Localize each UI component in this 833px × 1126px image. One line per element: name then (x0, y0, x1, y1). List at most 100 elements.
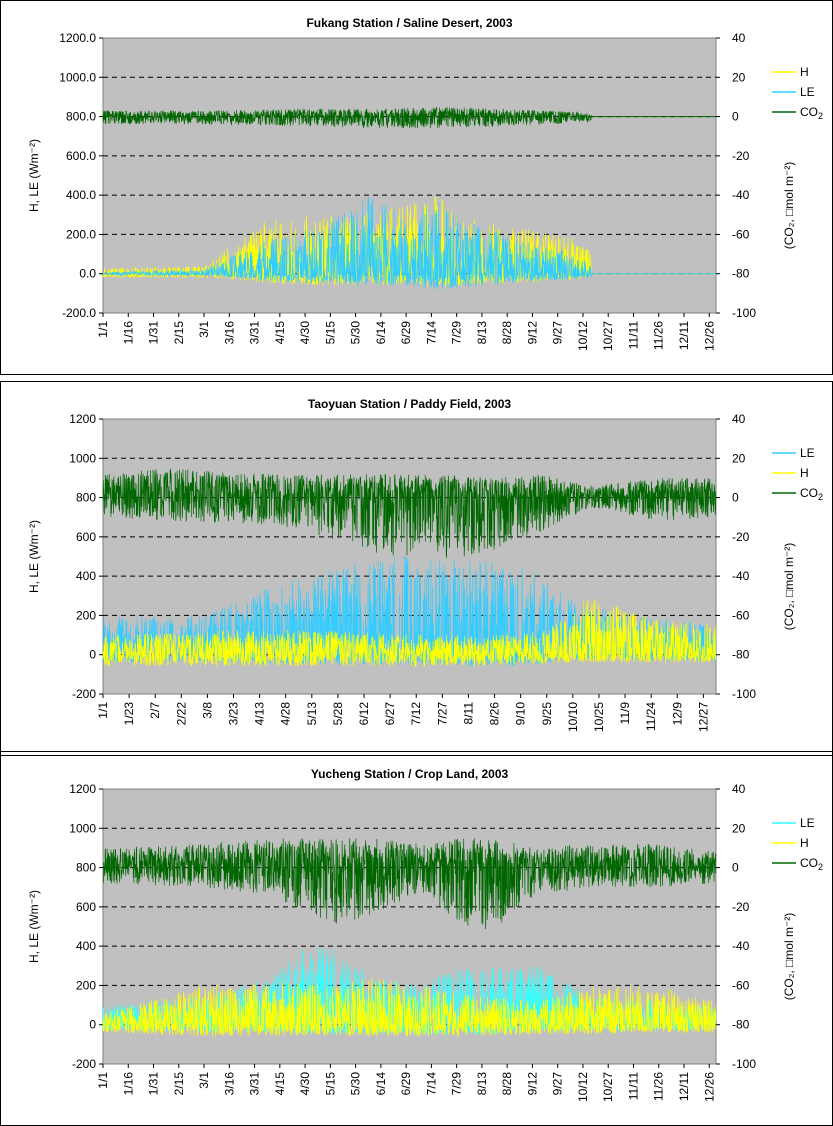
x-tick-label: 12/26 (702, 321, 716, 351)
legend-label: LE (800, 446, 815, 460)
y2-axis-title: (CO₂, □mol m⁻²) (782, 543, 796, 631)
x-tick-label: 9/10 (514, 702, 528, 726)
x-tick-label: 11/26 (652, 321, 666, 350)
y2-axis-title: (CO₂, □mol m⁻²) (782, 162, 796, 250)
x-tick-label: 1/1 (96, 1072, 110, 1089)
chart-title: Taoyuan Station / Paddy Field, 2003 (308, 397, 511, 411)
legend-label: H (800, 65, 809, 79)
legend-label: CO2 (800, 105, 823, 121)
legend-label: LE (800, 816, 815, 830)
x-tick-label: 3/8 (200, 702, 214, 719)
x-tick-label: 5/30 (349, 1072, 363, 1096)
x-tick-label: 8/11 (461, 702, 475, 725)
y-tick-label: 1200.0 (59, 31, 96, 45)
y2-tick-label: -20 (732, 530, 750, 544)
y-tick-label: -200.0 (62, 306, 96, 320)
series-line-co2 (102, 468, 717, 558)
x-tick-label: 4/15 (273, 321, 287, 345)
y2-tick-label: -60 (732, 608, 750, 622)
y-tick-label: 800 (76, 861, 96, 875)
x-tick-label: 1/31 (147, 321, 161, 345)
y-tick-label: 600 (76, 900, 96, 914)
y-tick-label: -200 (72, 687, 96, 701)
series-co2 (102, 106, 716, 129)
y2-tick-label: -40 (732, 569, 750, 583)
y2-tick-label: 40 (732, 782, 746, 796)
series-h (102, 598, 717, 668)
x-tick-label: 9/12 (525, 1072, 539, 1096)
y2-tick-label: 0 (732, 491, 739, 505)
x-tick-label: 11/24 (644, 702, 658, 731)
y2-tick-label: 20 (732, 70, 746, 84)
series-line-h (102, 978, 717, 1037)
series-co2 (102, 838, 717, 930)
x-tick-label: 6/12 (357, 702, 371, 726)
legend-label: CO2 (800, 856, 823, 872)
x-tick-label: 5/15 (323, 321, 337, 345)
x-tick-label: 9/12 (525, 321, 539, 345)
chart-panel-fukang: Fukang Station / Saline Desert, 2003 -200… (0, 0, 833, 375)
y2-tick-label: 0 (732, 110, 739, 124)
y-tick-label: 200 (76, 978, 96, 992)
x-tick-label: 9/27 (551, 321, 565, 345)
x-tick-label: 4/30 (298, 321, 312, 345)
x-tick-label: 1/16 (121, 1072, 135, 1096)
x-tick-label: 10/12 (576, 1072, 590, 1102)
series-le (102, 197, 716, 290)
y-tick-label: 600.0 (66, 149, 96, 163)
x-tick-label: 3/31 (248, 321, 262, 345)
x-tick-label: 2/22 (174, 702, 188, 726)
x-tick-label: 10/10 (566, 702, 580, 732)
x-tick-label: 7/14 (424, 321, 438, 345)
x-tick-label: 5/28 (331, 702, 345, 726)
series-co2 (102, 468, 717, 558)
y2-tick-label: -80 (732, 648, 750, 662)
x-tick-label: 1/31 (147, 1072, 161, 1096)
chart-panel-taoyuan: Taoyuan Station / Paddy Field, 2003 -200-… (0, 381, 833, 756)
legend-label: H (800, 836, 809, 850)
y-axis-title: H, LE (Wm⁻²) (27, 890, 41, 963)
x-tick-label: 11/11 (626, 1072, 640, 1101)
y2-tick-label: -60 (732, 978, 750, 992)
y2-tick-label: -100 (732, 687, 756, 701)
x-tick-label: 10/12 (576, 321, 590, 351)
y2-tick-label: -60 (732, 227, 750, 241)
chart-title: Yucheng Station / Crop Land, 2003 (311, 767, 509, 781)
x-tick-label: 8/26 (488, 702, 502, 726)
x-tick-label: 2/7 (148, 702, 162, 719)
x-tick-label: 12/27 (696, 702, 710, 732)
x-tick-label: 3/16 (222, 1072, 236, 1096)
x-tick-label: 12/11 (677, 321, 691, 350)
legend-label: LE (800, 85, 815, 99)
x-tick-label: 5/15 (323, 1072, 337, 1096)
chart-taoyuan: Taoyuan Station / Paddy Field, 2003-200-… (27, 397, 823, 732)
chart-fukang: Fukang Station / Saline Desert, 2003-200… (27, 16, 823, 351)
x-tick-label: 10/27 (601, 321, 615, 351)
chart-panel-yucheng: Yucheng Station / Crop Land, 2003 -200 -10… (0, 751, 833, 1126)
x-tick-label: 6/14 (374, 321, 388, 345)
x-tick-label: 9/27 (551, 1072, 565, 1096)
x-tick-label: 4/28 (279, 702, 293, 726)
y-tick-label: 0 (89, 648, 96, 662)
x-tick-label: 6/14 (374, 1072, 388, 1096)
x-tick-label: 12/9 (670, 702, 684, 726)
x-tick-label: 1/16 (121, 321, 135, 345)
x-tick-label: 3/31 (248, 1072, 262, 1096)
y-tick-label: 800.0 (66, 110, 96, 124)
x-tick-label: 7/27 (435, 702, 449, 726)
y-tick-label: 1000.0 (59, 70, 96, 84)
x-tick-label: 5/30 (349, 321, 363, 345)
series-line-co2 (102, 106, 592, 129)
x-tick-label: 8/28 (500, 321, 514, 345)
y-tick-label: 200.0 (66, 227, 96, 241)
x-tick-label: 6/29 (399, 1072, 413, 1096)
x-tick-label: 12/26 (702, 1072, 716, 1102)
y-tick-label: 400 (76, 939, 96, 953)
x-tick-label: 6/27 (383, 702, 397, 726)
y-tick-label: 400.0 (66, 188, 96, 202)
x-tick-label: 3/23 (227, 702, 241, 726)
y2-tick-label: 40 (732, 412, 746, 426)
x-tick-label: 3/1 (197, 321, 211, 338)
x-tick-label: 4/30 (298, 1072, 312, 1096)
x-tick-label: 1/1 (96, 702, 110, 719)
